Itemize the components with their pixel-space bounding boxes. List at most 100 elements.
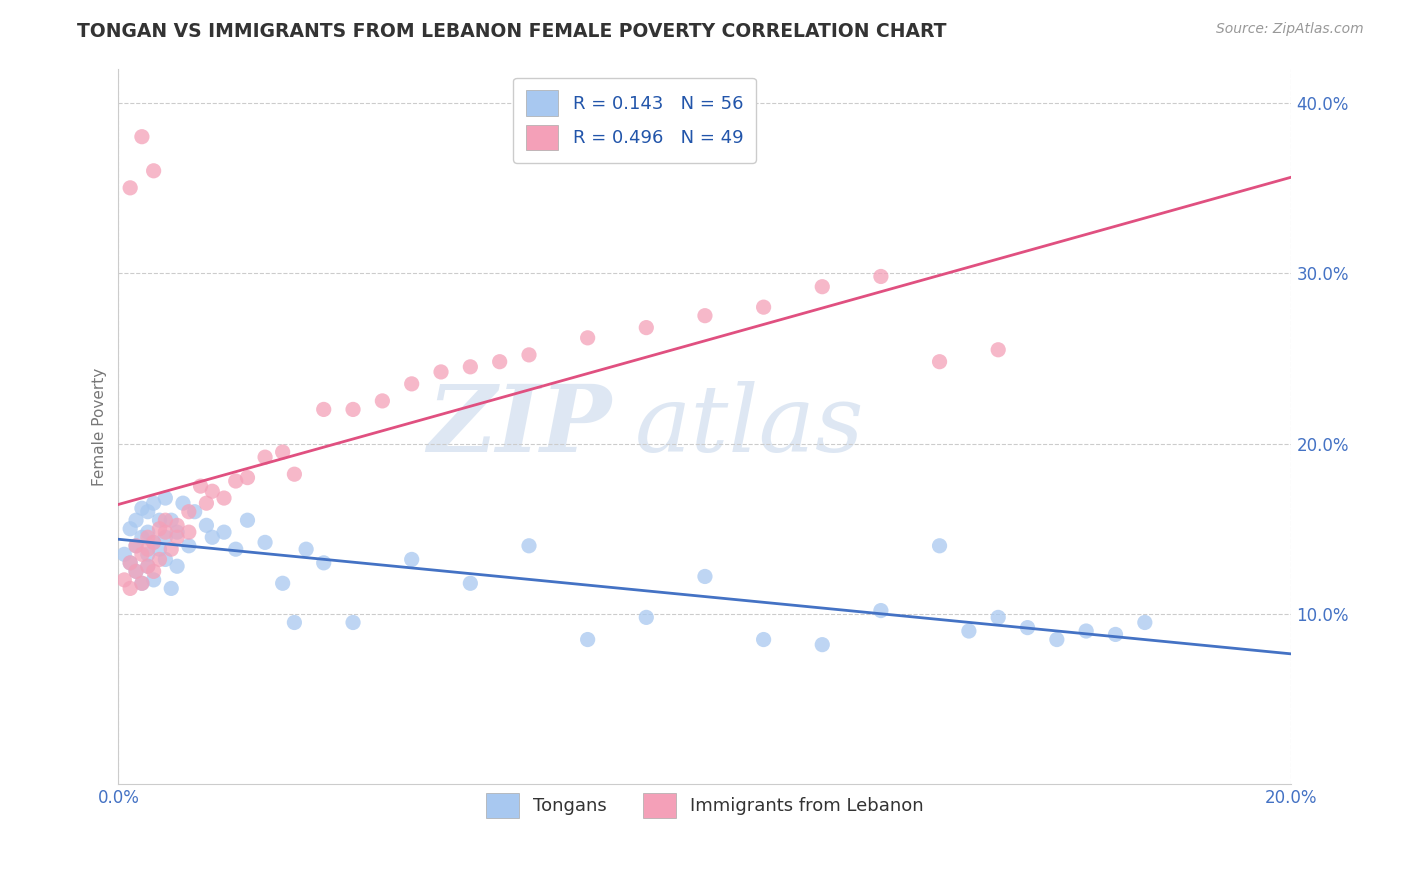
Point bbox=[183, 505, 205, 519]
Point bbox=[142, 535, 165, 549]
Point bbox=[166, 525, 188, 540]
Point bbox=[142, 163, 165, 178]
Point bbox=[136, 559, 159, 574]
Point bbox=[636, 610, 658, 624]
Point bbox=[811, 638, 834, 652]
Point bbox=[488, 354, 510, 368]
Point bbox=[166, 559, 188, 574]
Point bbox=[342, 615, 364, 630]
Point bbox=[283, 615, 305, 630]
Point bbox=[155, 552, 177, 566]
Point bbox=[120, 522, 142, 536]
Point bbox=[195, 496, 218, 510]
Text: ZIP: ZIP bbox=[427, 382, 612, 472]
Point bbox=[225, 542, 247, 557]
Point bbox=[517, 539, 540, 553]
Point bbox=[236, 513, 259, 527]
Point bbox=[957, 624, 980, 638]
Point bbox=[148, 513, 170, 527]
Point bbox=[120, 181, 142, 195]
Point bbox=[752, 300, 775, 314]
Point bbox=[125, 565, 148, 579]
Point bbox=[177, 505, 200, 519]
Point bbox=[401, 552, 423, 566]
Point bbox=[987, 610, 1010, 624]
Point bbox=[283, 467, 305, 482]
Point bbox=[460, 359, 482, 374]
Point bbox=[312, 556, 335, 570]
Point bbox=[125, 539, 148, 553]
Point bbox=[271, 576, 294, 591]
Point bbox=[811, 279, 834, 293]
Point bbox=[125, 565, 148, 579]
Point bbox=[136, 530, 159, 544]
Point bbox=[177, 539, 200, 553]
Point bbox=[136, 525, 159, 540]
Point bbox=[271, 445, 294, 459]
Point bbox=[576, 632, 599, 647]
Point bbox=[148, 542, 170, 557]
Point bbox=[131, 547, 153, 561]
Point bbox=[342, 402, 364, 417]
Point bbox=[131, 129, 153, 144]
Point bbox=[160, 513, 183, 527]
Point bbox=[136, 505, 159, 519]
Point bbox=[120, 582, 142, 596]
Point bbox=[254, 450, 277, 465]
Point bbox=[136, 542, 159, 557]
Point bbox=[236, 470, 259, 484]
Point bbox=[212, 525, 235, 540]
Point bbox=[120, 556, 142, 570]
Point bbox=[987, 343, 1010, 357]
Point bbox=[142, 573, 165, 587]
Point bbox=[155, 525, 177, 540]
Point bbox=[636, 320, 658, 334]
Point bbox=[1076, 624, 1098, 638]
Point bbox=[112, 547, 135, 561]
Point bbox=[148, 522, 170, 536]
Legend: Tongans, Immigrants from Lebanon: Tongans, Immigrants from Lebanon bbox=[479, 786, 931, 825]
Point bbox=[870, 269, 893, 284]
Point bbox=[142, 496, 165, 510]
Point bbox=[212, 491, 235, 505]
Point bbox=[693, 569, 716, 583]
Point bbox=[155, 513, 177, 527]
Point bbox=[928, 539, 950, 553]
Point bbox=[166, 530, 188, 544]
Point bbox=[201, 530, 224, 544]
Point bbox=[131, 576, 153, 591]
Text: TONGAN VS IMMIGRANTS FROM LEBANON FEMALE POVERTY CORRELATION CHART: TONGAN VS IMMIGRANTS FROM LEBANON FEMALE… bbox=[77, 22, 946, 41]
Y-axis label: Female Poverty: Female Poverty bbox=[93, 368, 107, 485]
Point bbox=[172, 496, 194, 510]
Point bbox=[190, 479, 212, 493]
Point bbox=[517, 348, 540, 362]
Point bbox=[142, 535, 165, 549]
Point bbox=[125, 513, 148, 527]
Text: atlas: atlas bbox=[634, 382, 865, 472]
Point bbox=[131, 530, 153, 544]
Point bbox=[177, 525, 200, 540]
Point bbox=[131, 576, 153, 591]
Point bbox=[460, 576, 482, 591]
Point bbox=[752, 632, 775, 647]
Point bbox=[136, 559, 159, 574]
Point bbox=[225, 474, 247, 488]
Point bbox=[131, 501, 153, 516]
Point bbox=[576, 331, 599, 345]
Point bbox=[1046, 632, 1069, 647]
Point bbox=[870, 603, 893, 617]
Text: Source: ZipAtlas.com: Source: ZipAtlas.com bbox=[1216, 22, 1364, 37]
Point bbox=[371, 393, 394, 408]
Point bbox=[201, 484, 224, 499]
Point bbox=[1133, 615, 1156, 630]
Point bbox=[155, 530, 177, 544]
Point bbox=[312, 402, 335, 417]
Point bbox=[160, 582, 183, 596]
Point bbox=[1104, 627, 1126, 641]
Point bbox=[120, 556, 142, 570]
Point bbox=[1017, 621, 1039, 635]
Point bbox=[693, 309, 716, 323]
Point bbox=[125, 539, 148, 553]
Point bbox=[401, 376, 423, 391]
Point bbox=[160, 542, 183, 557]
